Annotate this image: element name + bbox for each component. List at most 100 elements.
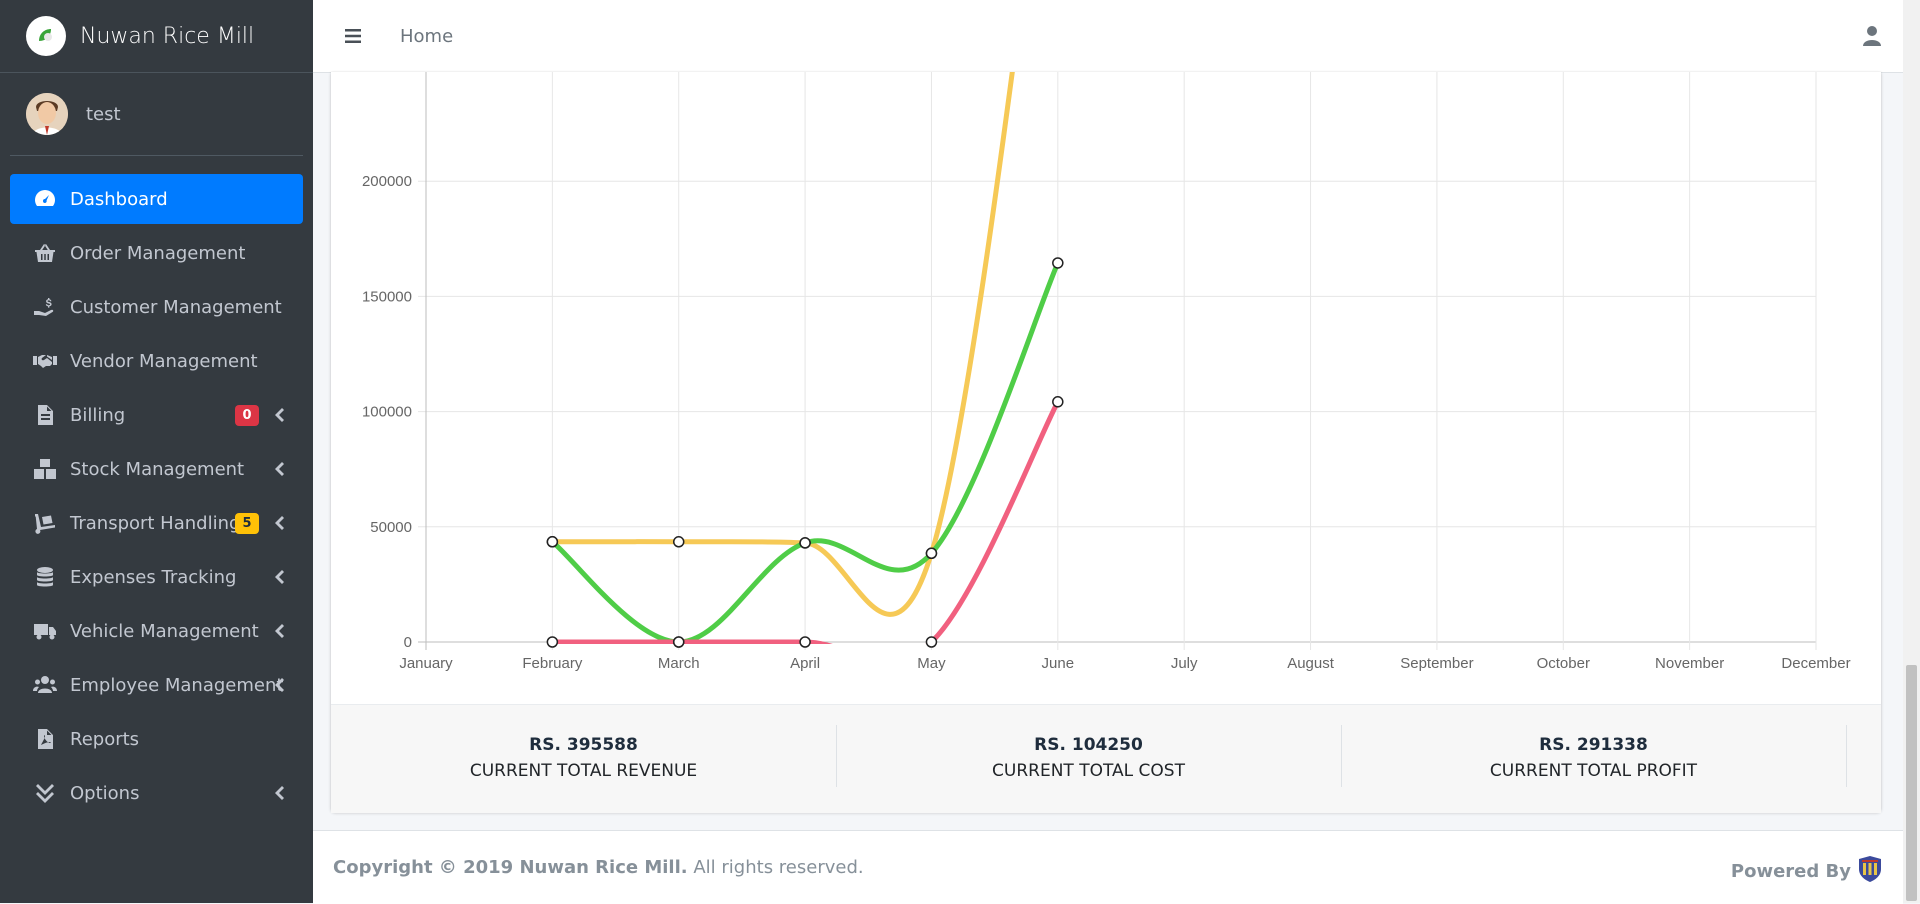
page-footer: Copyright © 2019 Nuwan Rice Mill. All ri… [313,830,1903,904]
user-name: test [86,103,121,125]
powered-by-text: Powered By [1730,861,1851,882]
x-tick-label: April [790,655,820,672]
stat-revenue: RS. 395588 CURRENT TOTAL REVENUE [331,725,837,787]
data-point [672,636,685,648]
x-tick-label: January [399,655,453,672]
transport-count-badge: 5 [235,513,259,534]
line-chart-svg: 0 50000 100000 150000 200000 250000 January Feb… [362,58,1851,672]
brand-link[interactable]: Nuwan Rice Mill [0,0,313,73]
series-line [549,399,1061,644]
profit-amount: RS. 291338 [1539,735,1648,755]
dolly-icon [32,510,58,536]
y-tick-label: 200000 [362,173,412,190]
boxes-icon [32,456,58,482]
user-panel[interactable]: test [10,73,303,156]
x-tick-label: March [658,655,700,672]
sidebar-item-label: Reports [70,728,140,750]
x-tick-label: February [522,655,583,672]
chevron-left-icon [273,407,285,423]
scrollbar-thumb[interactable] [1906,665,1917,901]
x-tick-label: July [1171,655,1198,672]
sidebar-item-label: Employee Management [70,674,284,696]
sidebar-item-dashboard[interactable]: Dashboard [10,174,303,224]
data-point [1052,396,1064,408]
x-tick-label: May [917,655,946,672]
chevron-left-icon [273,785,285,801]
revenue-label: CURRENT TOTAL REVENUE [469,761,698,781]
sidebar-item-transport-handling[interactable]: Transport Handling 5 [10,498,303,548]
chevron-left-icon [273,677,285,693]
line-chart: 0 50000 100000 150000 200000 250000 January Feb… [331,58,1881,704]
top-navbar: Home [313,0,1903,73]
revenue-amount: RS. 395588 [529,735,638,755]
data-point [546,636,559,648]
sales-chart-card: 0 50000 100000 150000 200000 250000 January Feb… [331,58,1881,813]
sidebar-item-label: Transport Handling [70,512,241,534]
sidebar-item-label: Customer Management [70,296,282,318]
handshake-icon [32,348,58,374]
users-icon [32,672,58,698]
sidebar-item-customer-management[interactable]: Customer Management [10,282,303,332]
chevron-left-icon [273,515,285,531]
hamburger-menu-icon[interactable] [343,24,365,48]
basket-icon [32,240,58,266]
billing-count-badge: 0 [235,405,259,426]
data-point [1052,257,1064,269]
x-tick-label: June [1042,655,1075,672]
y-tick-label: 50000 [370,519,412,536]
x-tick-label: November [1655,655,1724,672]
user-menu-icon[interactable] [1861,24,1883,48]
double-chevron-down-icon [32,780,58,806]
y-tick-label: 150000 [362,288,412,305]
sidebar: Nuwan Rice Mill test Dashboard Order Man… [0,0,313,903]
file-pdf-icon [32,726,58,752]
x-tick-label: August [1287,655,1335,672]
sidebar-item-label: Vehicle Management [70,620,259,642]
sidebar-nav: Dashboard Order Management Customer Mana… [0,156,313,818]
chevron-left-icon [273,623,285,639]
truck-icon [32,618,58,644]
sidebar-item-employee-management[interactable]: Employee Management [10,660,303,710]
data-point [925,636,938,648]
rights-text: All rights reserved. [693,857,864,878]
stats-footer: RS. 395588 CURRENT TOTAL REVENUE RS. 104… [331,704,1881,813]
sidebar-item-label: Stock Management [70,458,245,480]
stat-cost: RS. 104250 CURRENT TOTAL COST [836,725,1342,787]
x-tick-label: October [1537,655,1590,672]
sidebar-item-billing[interactable]: Billing 0 [10,390,303,440]
sidebar-item-label: Billing [70,404,126,426]
y-tick-label: 100000 [362,404,412,421]
sidebar-item-vehicle-management[interactable]: Vehicle Management [10,606,303,656]
page-scrollbar[interactable] [1903,0,1920,903]
sidebar-item-options[interactable]: Options [10,768,303,818]
sidebar-item-label: Dashboard [70,188,168,210]
data-point [672,536,685,548]
brand-name: Nuwan Rice Mill [80,23,255,49]
file-invoice-icon [32,402,58,428]
copyright-strong[interactable]: Copyright © 2019 Nuwan Rice Mill. [333,857,688,878]
chevron-left-icon [273,461,285,477]
x-tick-label: December [1781,655,1850,672]
dashboard-icon [32,186,58,212]
y-tick-label: 0 [404,634,412,651]
profit-label: CURRENT TOTAL PROFIT [1489,761,1698,781]
data-point [925,547,938,560]
data-point [799,537,811,549]
sidebar-item-order-management[interactable]: Order Management [10,228,303,278]
sidebar-item-label: Options [70,782,140,804]
user-avatar [26,93,68,135]
sidebar-item-label: Vendor Management [70,350,258,372]
sidebar-item-label: Expenses Tracking [70,566,237,588]
stat-profit: RS. 291338 CURRENT TOTAL PROFIT [1341,725,1847,787]
sidebar-item-expenses-tracking[interactable]: Expenses Tracking [10,552,303,602]
brand-logo-icon [26,16,66,56]
sidebar-item-stock-management[interactable]: Stock Management [10,444,303,494]
cost-label: CURRENT TOTAL COST [992,761,1185,781]
powered-by: Powered By [1731,855,1883,888]
hand-dollar-icon [32,294,58,320]
chevron-left-icon [273,569,285,585]
home-link[interactable]: Home [400,26,454,47]
sidebar-item-vendor-management[interactable]: Vendor Management [10,336,303,386]
powered-by-logo-icon[interactable] [1857,855,1883,888]
sidebar-item-reports[interactable]: Reports [10,714,303,764]
